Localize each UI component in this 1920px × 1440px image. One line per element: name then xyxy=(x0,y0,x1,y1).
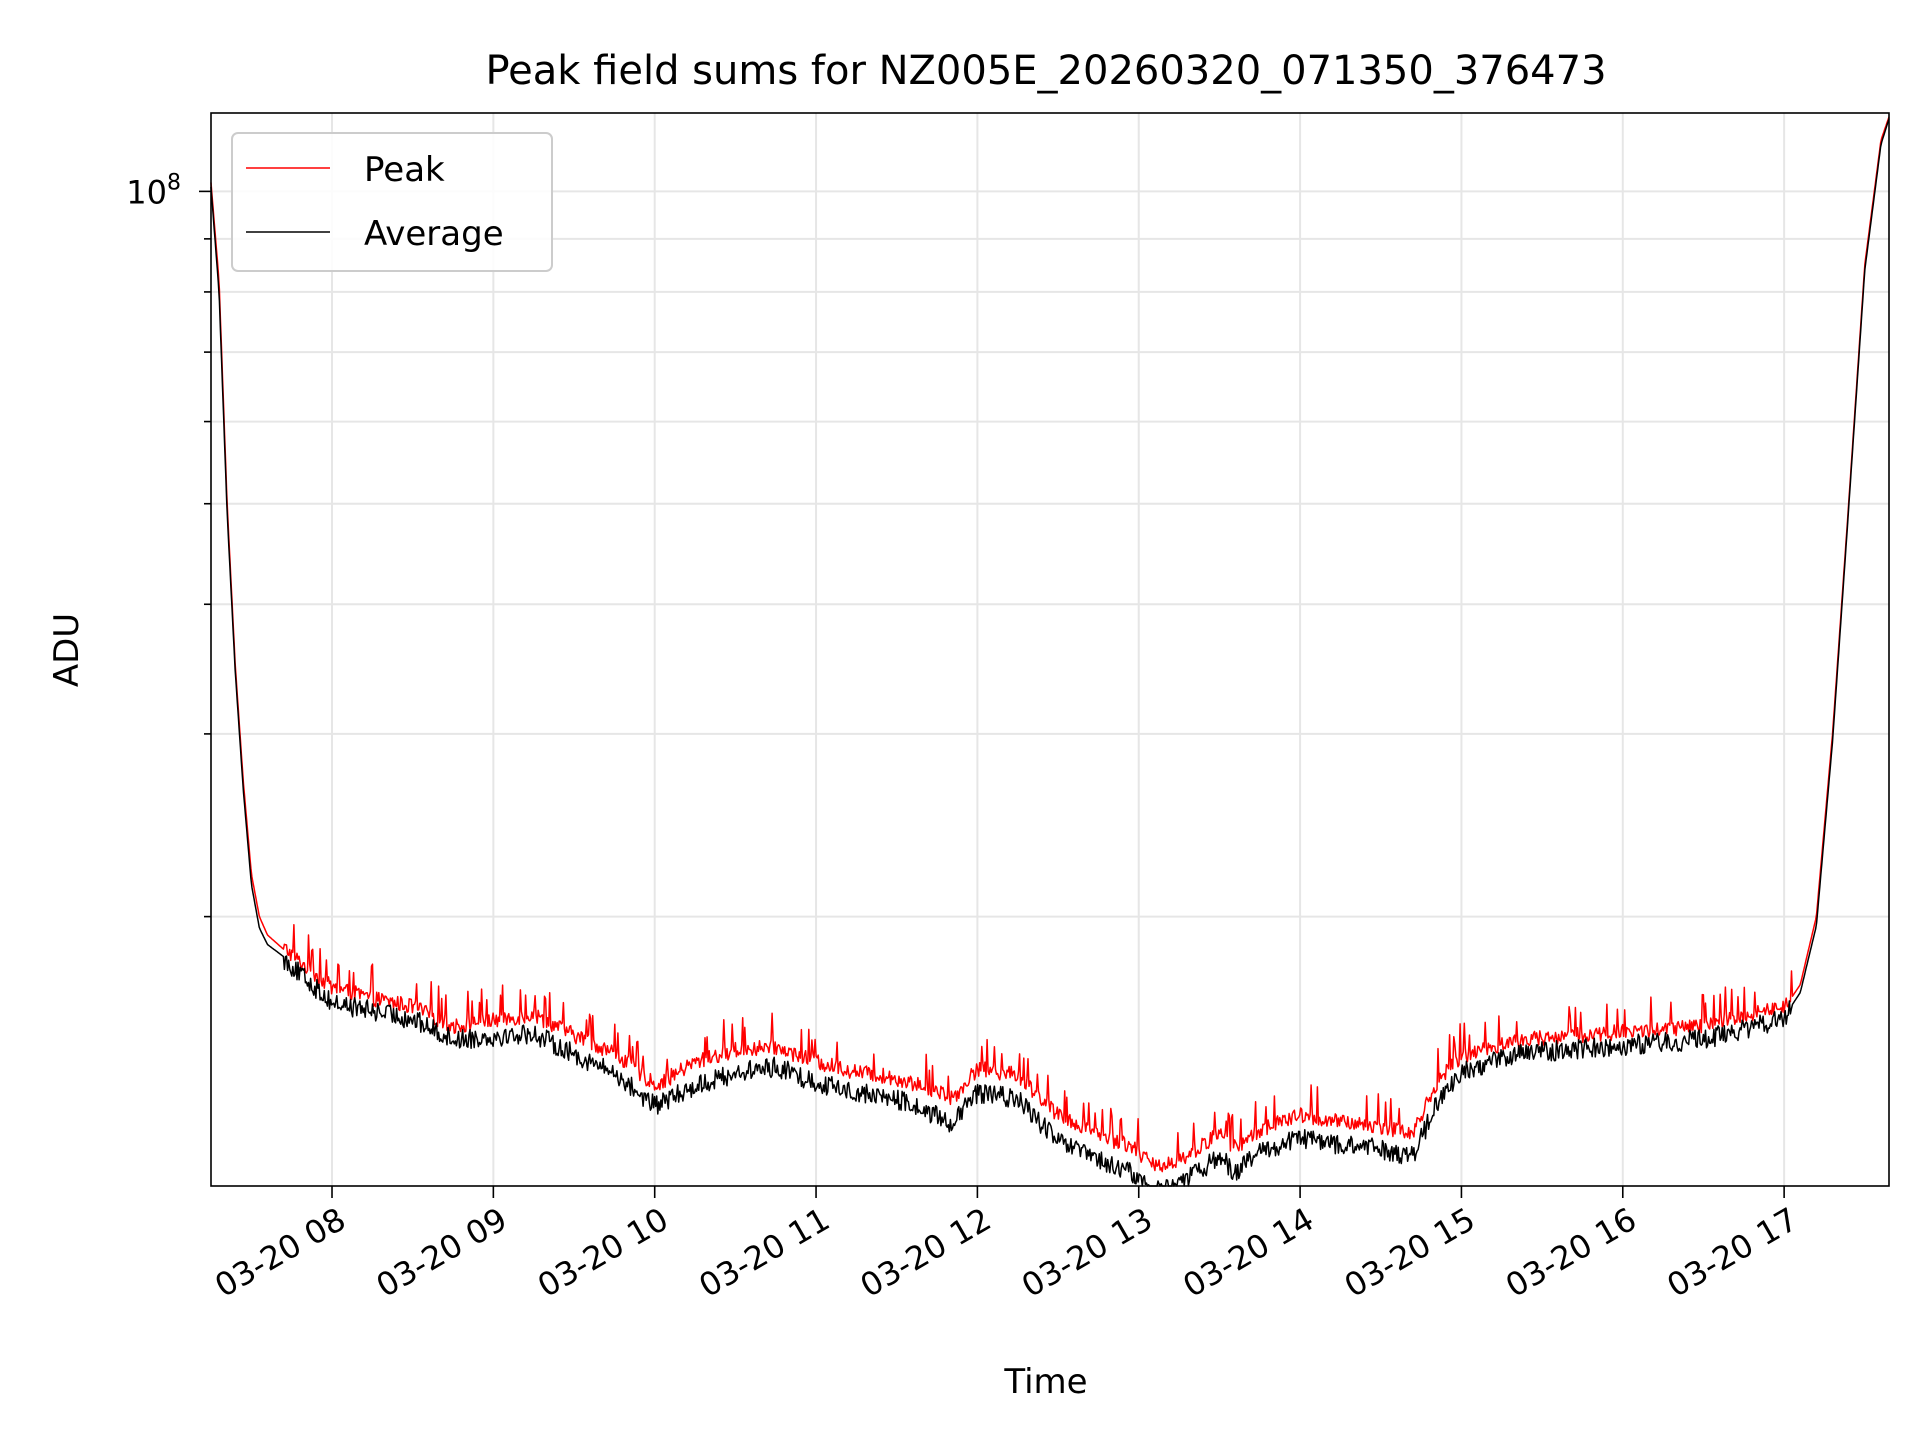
peak-series-line xyxy=(210,116,1890,1173)
y-tick-label: 108 xyxy=(126,170,181,211)
chart-title: Peak field sums for NZ005E_20260320_0713… xyxy=(485,48,1606,94)
y-tick-label-base: 10 xyxy=(126,173,167,211)
y-axis-label: ADU xyxy=(47,613,87,687)
average-series-line xyxy=(210,118,1890,1187)
y-axis: 108 xyxy=(126,170,211,918)
legend-peak-label: Peak xyxy=(364,150,445,190)
plot-area-frame xyxy=(210,112,1890,1187)
legend: Peak Average xyxy=(231,132,553,272)
series-layer xyxy=(210,116,1890,1187)
legend-average-label: Average xyxy=(364,214,504,254)
grid-lines xyxy=(211,113,1889,1186)
y-tick-label-exponent: 8 xyxy=(167,170,181,195)
x-axis-label: Time xyxy=(1003,1362,1087,1402)
